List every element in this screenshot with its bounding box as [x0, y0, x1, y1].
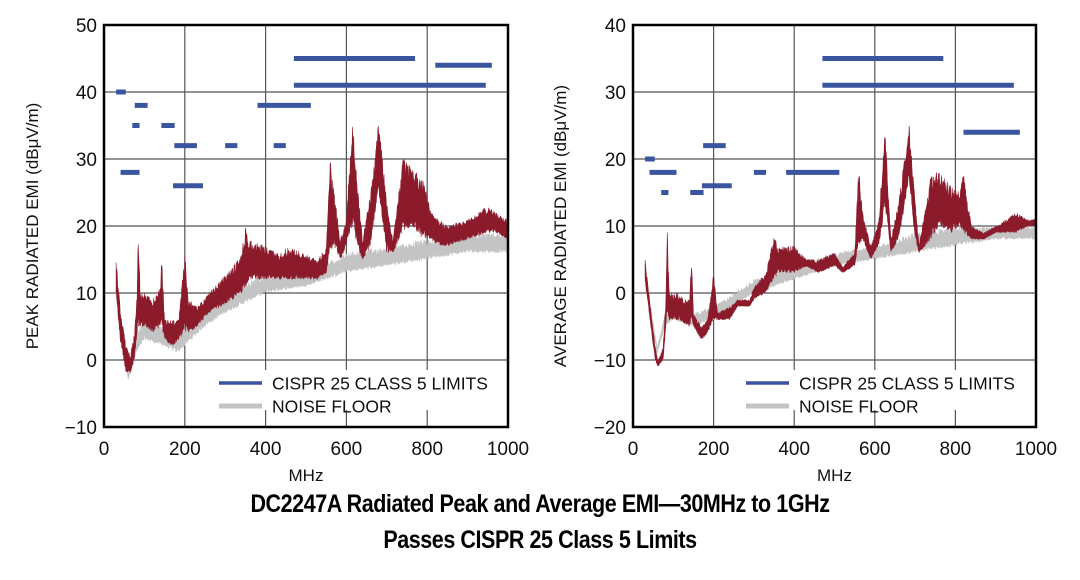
x-tick-label: 0 [99, 439, 110, 460]
x-tick-label: 200 [698, 439, 730, 460]
y-axis-label: PEAK RADIATED EMI (dBμV/m) [23, 103, 42, 350]
legend-label-noise-floor: NOISE FLOOR [272, 397, 392, 417]
legend-background [740, 370, 1034, 410]
x-tick-label: 0 [628, 439, 639, 460]
y-tick-label: −20 [594, 418, 626, 439]
cispr25-limit-lines [116, 56, 492, 189]
legend: CISPR 25 CLASS 5 LIMITS NOISE FLOOR [740, 370, 1034, 417]
y-tick-label: 10 [76, 284, 97, 305]
y-tick-label: −10 [65, 418, 97, 439]
y-tick-label: 0 [86, 351, 97, 372]
x-axis-label: MHz [817, 466, 852, 485]
x-tick-label: 600 [331, 439, 363, 460]
plot-frame [631, 23, 1038, 429]
x-tick-label: 400 [778, 439, 810, 460]
legend-label-limits: CISPR 25 CLASS 5 LIMITS [272, 374, 488, 394]
x-tick-label: 200 [169, 439, 201, 460]
y-tick-label: 30 [605, 83, 626, 104]
y-tick-label: 40 [605, 16, 626, 37]
legend-background [213, 370, 506, 410]
figure-title-line-2: Passes CISPR 25 Class 5 Limits [383, 526, 697, 554]
x-tick-label: 1000 [487, 439, 529, 460]
y-tick-label: 50 [76, 16, 97, 37]
plot-frame [102, 23, 510, 429]
x-tick-label: 800 [411, 439, 443, 460]
figure-title-line-1: DC2247A Radiated Peak and Average EMI—30… [250, 490, 830, 518]
gridlines [104, 25, 508, 427]
x-tick-label: 800 [940, 439, 972, 460]
legend-label-limits: CISPR 25 CLASS 5 LIMITS [799, 374, 1015, 394]
legend: CISPR 25 CLASS 5 LIMITS NOISE FLOOR [213, 370, 506, 417]
y-tick-label: 10 [605, 217, 626, 238]
y-tick-label: 30 [76, 150, 97, 171]
y-tick-label: 40 [76, 83, 97, 104]
y-tick-label: 0 [615, 284, 626, 305]
cispr25-limit-lines [645, 56, 1020, 195]
noise-floor-trace [115, 232, 509, 380]
x-axis-label: MHz [289, 466, 324, 485]
emi-signal-trace [644, 125, 1037, 367]
x-tick-label: 400 [250, 439, 282, 460]
x-tick-label: 600 [859, 439, 891, 460]
x-tick-label: 1000 [1015, 439, 1057, 460]
y-axis-label: AVERAGE RADIATED EMI (dBμV/m) [551, 85, 570, 367]
legend-label-noise-floor: NOISE FLOOR [799, 397, 919, 417]
y-tick-label: −10 [594, 351, 626, 372]
y-tick-label: 20 [605, 150, 626, 171]
y-tick-label: 20 [76, 217, 97, 238]
